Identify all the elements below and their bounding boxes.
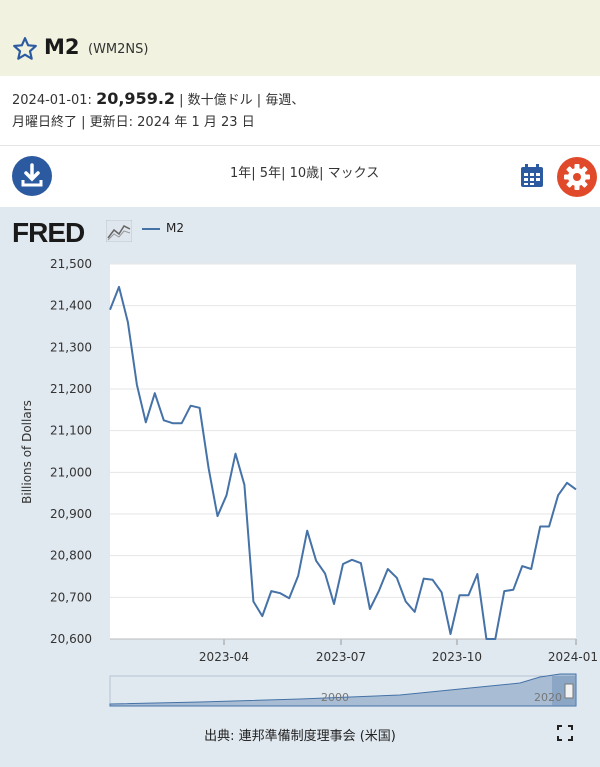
source-text: 出典: 連邦準備制度理事会 (米国) <box>204 729 396 744</box>
y-tick-label: 21,000 <box>50 465 92 479</box>
range-selector: 1年| 5年| 10歳| マックス <box>230 166 380 181</box>
y-tick-label: 21,300 <box>50 340 92 354</box>
x-tick-label: 2024-01 <box>548 650 598 664</box>
legend-swatch <box>142 227 160 230</box>
fullscreen-icon[interactable] <box>557 725 573 741</box>
series-info: 2024-01-01: 20,959.2 | 数十億ドル | 毎週、 月曜日終了… <box>12 88 592 134</box>
x-tick-label: 2023-07 <box>316 650 366 664</box>
navigator-label-left: 2000 <box>321 691 349 704</box>
navigator-label-right: 2020 <box>534 691 562 704</box>
fred-logo: FRED <box>12 217 85 248</box>
fred-graph-icon <box>106 220 132 242</box>
series-line-m2 <box>109 285 577 640</box>
chart-legend: M2 <box>142 221 184 235</box>
range-max[interactable]: マックス <box>327 166 380 181</box>
series-header: M2 (WM2NS) <box>0 0 600 76</box>
y-tick-label: 21,400 <box>50 299 92 313</box>
line-chart: 21,500 21,400 21,300 21,200 21,100 21,000 20,9… <box>20 257 598 707</box>
y-tick-label: 21,100 <box>50 424 92 438</box>
settings-button[interactable] <box>557 157 597 197</box>
observation-date: 2024-01-01: <box>12 93 92 108</box>
plot-background <box>110 264 576 639</box>
y-tick-label: 20,800 <box>50 549 92 563</box>
x-tick-label: 2023-10 <box>432 650 482 664</box>
navigator-handle[interactable] <box>564 683 574 699</box>
download-button[interactable] <box>12 156 52 196</box>
download-icon <box>21 163 43 187</box>
series-title: M2 <box>44 35 80 59</box>
range-5y[interactable]: 5年 <box>259 166 282 181</box>
chart-toolbar: 1年| 5年| 10歳| マックス <box>0 145 600 207</box>
legend-label: M2 <box>166 221 184 235</box>
y-tick-label: 21,500 <box>50 257 92 271</box>
units-frequency: | 数十億ドル | 毎週、 <box>175 93 305 108</box>
star-icon[interactable] <box>12 36 38 62</box>
series-id: (WM2NS) <box>88 42 149 57</box>
range-1y[interactable]: 1年 <box>230 166 252 181</box>
navigator[interactable]: 2000 2020 <box>109 673 577 707</box>
updated-info: 月曜日終了 | 更新日: 2024 年 1 月 23 日 <box>12 115 255 130</box>
y-tick-label: 20,600 <box>50 632 92 646</box>
x-tick-label: 2023-04 <box>199 650 249 664</box>
calendar-icon[interactable] <box>518 162 546 190</box>
y-tick-label: 21,200 <box>50 382 92 396</box>
y-axis-label: Billions of Dollars <box>20 400 34 504</box>
range-10y[interactable]: 10歳 <box>289 166 320 181</box>
observation-value: 20,959.2 <box>96 89 176 108</box>
navigator-area <box>109 673 577 707</box>
y-tick-label: 20,700 <box>50 590 92 604</box>
chart-area: FRED M2 21,500 21,400 21,300 21,200 21,100 21… <box>0 207 600 767</box>
gear-icon <box>564 164 590 190</box>
y-tick-label: 20,900 <box>50 507 92 521</box>
